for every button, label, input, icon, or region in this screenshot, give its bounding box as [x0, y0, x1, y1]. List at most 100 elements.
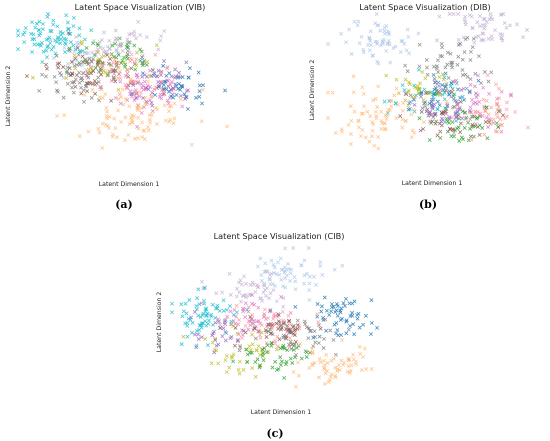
scatter-point-class-1 — [447, 12, 452, 16]
scatter-point-class-9 — [409, 112, 414, 117]
scatter-point-class-11 — [223, 322, 227, 327]
scatter-point-class-8 — [200, 101, 205, 106]
scatter-point-class-1 — [228, 292, 233, 297]
scatter-point-class-8 — [175, 75, 180, 80]
scatter-point-class-10 — [331, 356, 336, 361]
scatter-point-class-0 — [406, 34, 411, 39]
panel-c-scatter-points — [170, 246, 380, 389]
scatter-point-class-6 — [169, 79, 174, 84]
scatter-point-class-11 — [216, 342, 221, 347]
scatter-point-class-10 — [140, 120, 144, 125]
scatter-point-class-0 — [398, 50, 403, 55]
scatter-point-class-1 — [220, 290, 225, 295]
scatter-point-class-2 — [194, 328, 199, 333]
scatter-point-class-5 — [82, 99, 86, 104]
scatter-point-class-5 — [73, 77, 78, 82]
scatter-point-class-5 — [78, 76, 83, 81]
scatter-point-class-0 — [339, 31, 344, 36]
scatter-point-class-2 — [432, 76, 437, 81]
scatter-point-class-0 — [375, 23, 380, 28]
scatter-point-class-11 — [125, 40, 130, 45]
scatter-point-class-7 — [158, 73, 163, 78]
scatter-point-class-3 — [319, 304, 324, 309]
scatter-point-class-1 — [244, 281, 249, 286]
scatter-point-class-4 — [234, 314, 239, 319]
scatter-point-class-0 — [352, 19, 357, 24]
scatter-point-class-1 — [456, 12, 461, 16]
scatter-point-class-11 — [418, 128, 423, 133]
scatter-point-class-2 — [190, 320, 195, 325]
scatter-point-class-9 — [291, 347, 296, 352]
scatter-point-class-11 — [256, 329, 261, 334]
scatter-point-class-8 — [216, 361, 221, 366]
scatter-point-class-9 — [379, 127, 384, 131]
scatter-point-class-0 — [404, 48, 409, 53]
scatter-point-class-4 — [85, 70, 90, 75]
scatter-point-class-8 — [213, 336, 218, 341]
scatter-point-class-9 — [371, 98, 376, 103]
scatter-point-class-10 — [351, 352, 356, 357]
scatter-point-class-0 — [277, 272, 282, 277]
scatter-point-class-7 — [156, 80, 161, 84]
scatter-point-class-11 — [138, 32, 143, 37]
scatter-point-class-1 — [239, 299, 244, 304]
scatter-point-class-10 — [178, 97, 183, 102]
scatter-point-class-9 — [444, 99, 449, 104]
scatter-point-class-7 — [140, 74, 145, 79]
scatter-point-class-11 — [113, 28, 118, 33]
scatter-point-class-11 — [156, 47, 161, 52]
scatter-point-class-6 — [139, 111, 144, 115]
scatter-point-class-8 — [196, 70, 201, 75]
scatter-point-class-1 — [268, 291, 273, 296]
scatter-point-class-0 — [34, 21, 39, 26]
scatter-point-class-5 — [77, 62, 82, 67]
scatter-point-class-8 — [164, 73, 169, 78]
scatter-point-class-10 — [458, 121, 463, 126]
scatter-point-class-1 — [451, 12, 456, 16]
scatter-point-class-10 — [293, 384, 298, 389]
scatter-point-class-11 — [107, 38, 112, 43]
scatter-point-class-4 — [246, 309, 251, 314]
scatter-point-class-8 — [194, 95, 199, 100]
scatter-point-class-0 — [280, 267, 284, 272]
scatter-point-class-11 — [192, 310, 197, 314]
scatter-point-class-3 — [416, 67, 421, 72]
scatter-point-class-7 — [495, 101, 499, 106]
scatter-point-class-4 — [44, 66, 49, 71]
scatter-point-class-5 — [264, 317, 268, 322]
scatter-point-class-6 — [435, 82, 440, 87]
scatter-point-class-0 — [378, 43, 383, 48]
scatter-point-class-6 — [148, 98, 153, 103]
scatter-point-class-9 — [261, 350, 266, 355]
scatter-point-class-2 — [194, 307, 199, 312]
scatter-point-class-2 — [482, 70, 487, 74]
scatter-point-class-11 — [129, 52, 134, 57]
scatter-point-class-10 — [130, 120, 135, 125]
scatter-point-class-0 — [36, 28, 41, 33]
scatter-point-class-10 — [329, 372, 334, 377]
scatter-point-class-7 — [274, 321, 279, 326]
scatter-point-class-11 — [82, 50, 87, 55]
scatter-point-class-10 — [325, 361, 330, 365]
scatter-point-class-6 — [268, 322, 272, 327]
scatter-point-class-9 — [346, 122, 351, 127]
scatter-point-class-5 — [415, 84, 420, 89]
scatter-point-class-11 — [455, 101, 460, 106]
scatter-point-class-9 — [273, 359, 278, 364]
scatter-point-class-0 — [258, 256, 263, 261]
scatter-point-class-8 — [257, 364, 262, 369]
scatter-point-class-2 — [214, 306, 218, 311]
scatter-point-class-8 — [427, 138, 432, 143]
scatter-point-class-7 — [156, 68, 161, 73]
scatter-point-class-3 — [363, 313, 368, 318]
scatter-point-class-5 — [54, 80, 59, 85]
scatter-point-class-0 — [64, 37, 69, 42]
scatter-point-class-3 — [355, 313, 360, 318]
scatter-point-class-7 — [496, 86, 501, 91]
scatter-point-class-2 — [221, 308, 226, 313]
scatter-point-class-9 — [165, 64, 170, 69]
scatter-point-class-8 — [460, 109, 465, 114]
scatter-point-class-7 — [232, 343, 237, 348]
scatter-point-class-0 — [374, 12, 379, 16]
panel-a-title: Latent Space Visualization (VIB) — [75, 2, 206, 12]
